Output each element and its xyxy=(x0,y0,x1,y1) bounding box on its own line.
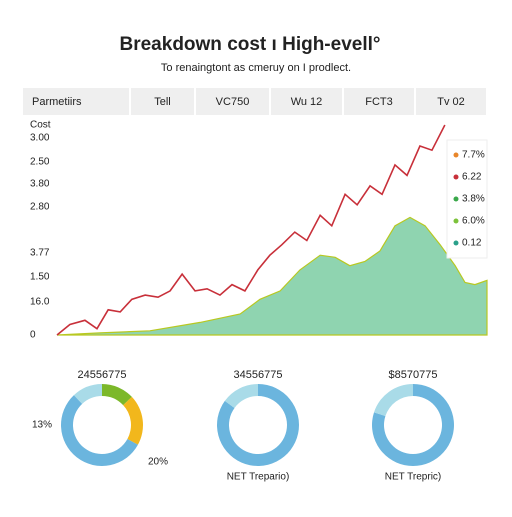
y-tick-label: 1.50 xyxy=(30,272,50,283)
pie-value-label: 20% xyxy=(148,457,168,468)
pie-slice xyxy=(102,384,132,406)
pie-slice xyxy=(60,395,138,467)
legend-dot xyxy=(453,196,459,202)
line xyxy=(56,124,446,336)
tab xyxy=(344,88,414,115)
pie-slice xyxy=(374,384,413,417)
pie-title: 34556775 xyxy=(234,369,283,381)
tab xyxy=(131,88,194,115)
pie-label: NET Trepario) xyxy=(227,472,290,483)
y-tick-label: 0 xyxy=(30,330,36,341)
tab-label: VC750 xyxy=(216,96,250,108)
legend-label: 0.12 xyxy=(462,238,482,249)
y-tick-label: Cost xyxy=(30,120,51,131)
line-chart: Cost 3.00 2.50 3.80 2.80 3.77 1.50 16.0 0 7.7% 6.2… xyxy=(30,120,488,341)
pie-label: NET Trepric) xyxy=(385,472,442,483)
y-tick-label: 2.80 xyxy=(30,202,50,213)
y-tick-label: 2.50 xyxy=(30,157,50,168)
legend-label: 6.0% xyxy=(462,216,485,227)
tab xyxy=(416,88,486,115)
y-tick-label: 3.77 xyxy=(30,248,50,259)
tab-label: FCT3 xyxy=(365,96,393,108)
legend-dot xyxy=(453,152,459,158)
legend-label: 7.7% xyxy=(462,150,485,161)
tab-bar: Parmetiirs Tell VC750 Wu 12 FCT3 Tv 02 xyxy=(23,88,486,115)
y-tick-label: 3.80 xyxy=(30,179,50,190)
tab-label: Tv 02 xyxy=(437,96,465,108)
y-tick-label: 3.00 xyxy=(30,133,50,144)
tab-label: Parmetiirs xyxy=(32,96,82,108)
pie-slice xyxy=(73,384,102,404)
tab xyxy=(23,88,129,115)
pie-slice xyxy=(123,396,143,445)
pie-slice xyxy=(224,384,258,408)
pie-title: 24556775 xyxy=(78,369,127,381)
tab xyxy=(271,88,342,115)
y-tick-label: 16.0 xyxy=(30,297,50,308)
title: Breakdown cost ı High-evell° xyxy=(120,34,381,55)
tab-label: Tell xyxy=(154,96,171,108)
legend-label: 6.22 xyxy=(462,172,482,183)
pie-value-label: 13% xyxy=(32,420,52,431)
area xyxy=(56,216,488,336)
legend-dot xyxy=(453,174,459,180)
legend-label: 3.8% xyxy=(462,194,485,205)
pie-row: 24556775 13% 20% 34556775 NET Trepario) $8570… xyxy=(32,369,455,483)
tab xyxy=(196,88,269,115)
tab-label: Wu 12 xyxy=(291,96,323,108)
legend-dot xyxy=(453,240,459,246)
subtitle: To renaingtont as cmeruy on I prodlect. xyxy=(161,62,351,74)
legend-dot xyxy=(453,218,459,224)
pie-title: $8570775 xyxy=(389,369,438,381)
